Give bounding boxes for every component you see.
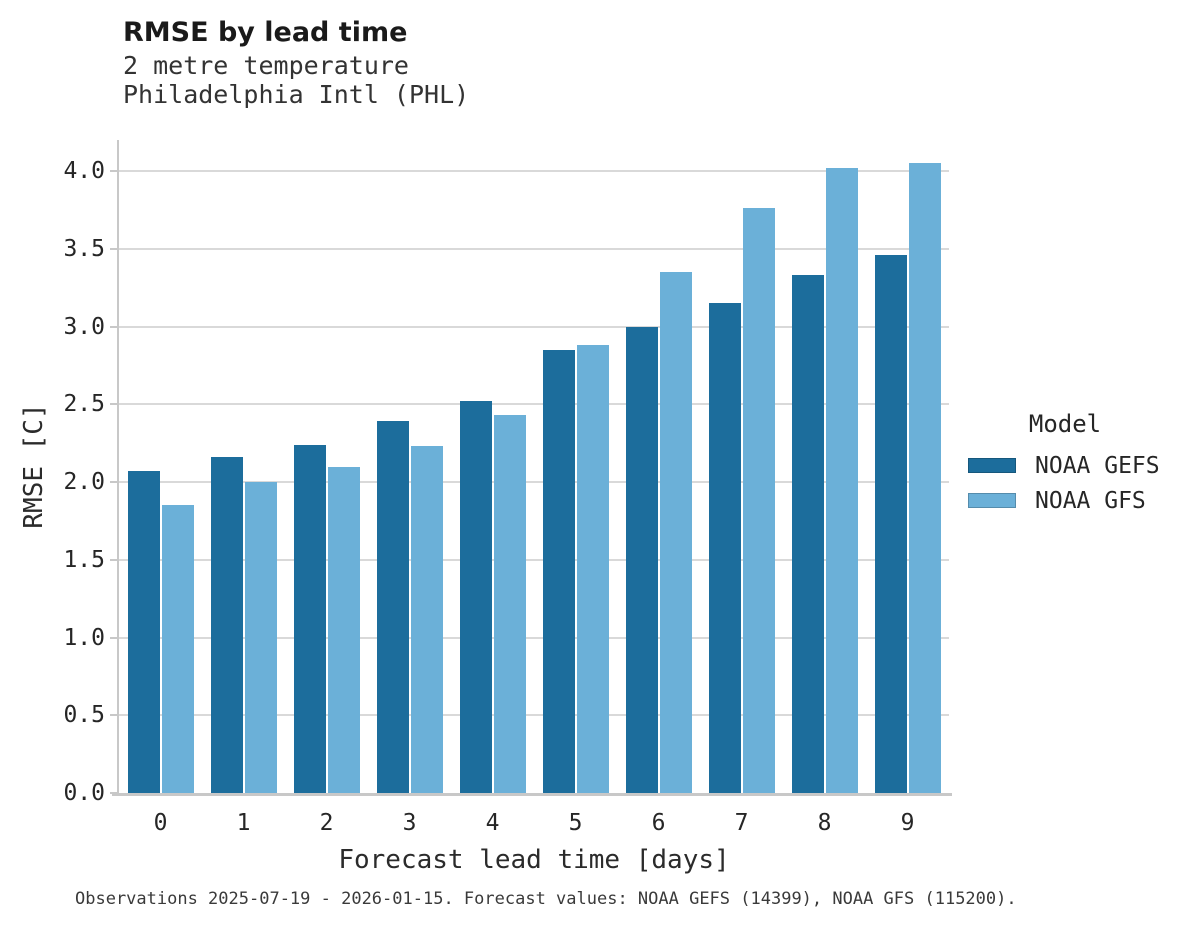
x-axis-spine — [112, 793, 952, 796]
bar-noaa-gefs-day-5 — [542, 349, 575, 793]
legend-item-noaa-gfs: NOAA GFS — [960, 487, 1170, 514]
bar-noaa-gfs-day-1 — [244, 482, 277, 793]
y-tick-mark — [110, 558, 118, 561]
bar-noaa-gefs-day-7 — [708, 303, 741, 793]
y-tick-label-1.0: 1.0 — [63, 624, 105, 651]
gridline-y-2.0 — [119, 481, 949, 484]
chart-title: RMSE by lead time — [123, 17, 408, 48]
chart-subtitle-variable: 2 metre temperature — [123, 51, 409, 80]
y-tick-label-4.0: 4.0 — [63, 158, 105, 185]
bar-noaa-gfs-day-5 — [576, 345, 609, 793]
x-tick-label-6: 6 — [651, 810, 666, 836]
bar-noaa-gefs-day-4 — [459, 401, 492, 793]
bar-noaa-gfs-day-6 — [659, 272, 692, 793]
y-tick-label-1.5: 1.5 — [63, 546, 105, 573]
x-tick-label-3: 3 — [402, 810, 417, 836]
legend-label: NOAA GEFS — [1035, 452, 1160, 479]
y-tick-label-3.5: 3.5 — [63, 235, 105, 262]
bar-noaa-gefs-day-3 — [376, 421, 409, 793]
bar-noaa-gefs-day-1 — [210, 457, 243, 793]
plot-area — [112, 140, 952, 796]
y-tick-label-0.5: 0.5 — [63, 702, 105, 729]
bar-noaa-gfs-day-2 — [327, 466, 360, 793]
bar-noaa-gfs-day-7 — [742, 208, 775, 793]
bar-noaa-gefs-day-8 — [791, 275, 824, 793]
legend-label: NOAA GFS — [1035, 487, 1146, 514]
x-tick-label-1: 1 — [236, 810, 251, 836]
y-tick-label-2.5: 2.5 — [63, 391, 105, 418]
gridline-y-1.0 — [119, 636, 949, 639]
gridline-y-0.5 — [119, 714, 949, 717]
x-tick-label-7: 7 — [734, 810, 749, 836]
gridline-y-3.5 — [119, 247, 949, 250]
bar-noaa-gfs-day-0 — [161, 505, 194, 793]
x-tick-label-4: 4 — [485, 810, 500, 836]
bar-noaa-gefs-day-9 — [874, 255, 907, 793]
x-axis-title: Forecast lead time [days] — [338, 845, 730, 875]
legend: Model NOAA GEFS NOAA GFS — [960, 410, 1170, 523]
footer-caption: Observations 2025-07-19 - 2026-01-15. Fo… — [75, 889, 1017, 909]
legend-swatch-noaa-gfs — [968, 493, 1016, 508]
gridline-y-1.5 — [119, 558, 949, 561]
bar-noaa-gfs-day-8 — [825, 168, 858, 793]
x-tick-label-9: 9 — [900, 810, 915, 836]
y-tick-mark — [110, 636, 118, 639]
x-tick-label-8: 8 — [817, 810, 832, 836]
x-tick-label-0: 0 — [153, 810, 168, 836]
y-tick-mark — [110, 481, 118, 484]
bar-noaa-gfs-day-4 — [493, 415, 526, 793]
y-tick-mark — [110, 403, 118, 406]
gridline-y-3.0 — [119, 325, 949, 328]
y-tick-mark — [110, 325, 118, 328]
y-tick-mark — [110, 170, 118, 173]
y-tick-label-2.0: 2.0 — [63, 469, 105, 496]
y-axis-spine — [117, 140, 119, 795]
gridline-y-2.5 — [119, 403, 949, 406]
legend-swatch-noaa-gefs — [968, 458, 1016, 473]
gridline-y-4.0 — [119, 170, 949, 173]
y-tick-label-3.0: 3.0 — [63, 313, 105, 340]
y-tick-mark — [110, 714, 118, 717]
x-tick-label-2: 2 — [319, 810, 334, 836]
bar-noaa-gefs-day-6 — [625, 326, 658, 793]
y-tick-label-0.0: 0.0 — [63, 780, 105, 806]
y-tick-mark — [110, 247, 118, 250]
legend-item-noaa-gefs: NOAA GEFS — [960, 452, 1170, 479]
bar-noaa-gfs-day-9 — [908, 163, 941, 793]
x-tick-label-5: 5 — [568, 810, 583, 836]
chart-subtitle-station: Philadelphia Intl (PHL) — [123, 80, 470, 109]
legend-title: Model — [1028, 410, 1102, 438]
bar-noaa-gefs-day-2 — [293, 444, 326, 793]
bar-noaa-gfs-day-3 — [410, 446, 443, 793]
bar-noaa-gefs-day-0 — [127, 471, 160, 793]
